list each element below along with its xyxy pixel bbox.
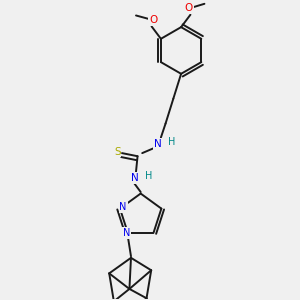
Text: O: O — [185, 4, 193, 14]
Text: H: H — [145, 171, 152, 182]
Text: N: N — [119, 202, 127, 212]
Text: N: N — [130, 173, 138, 183]
Text: S: S — [114, 147, 121, 157]
Text: O: O — [149, 15, 157, 25]
Text: N: N — [154, 139, 162, 149]
Text: N: N — [123, 228, 130, 238]
Text: H: H — [168, 137, 176, 147]
